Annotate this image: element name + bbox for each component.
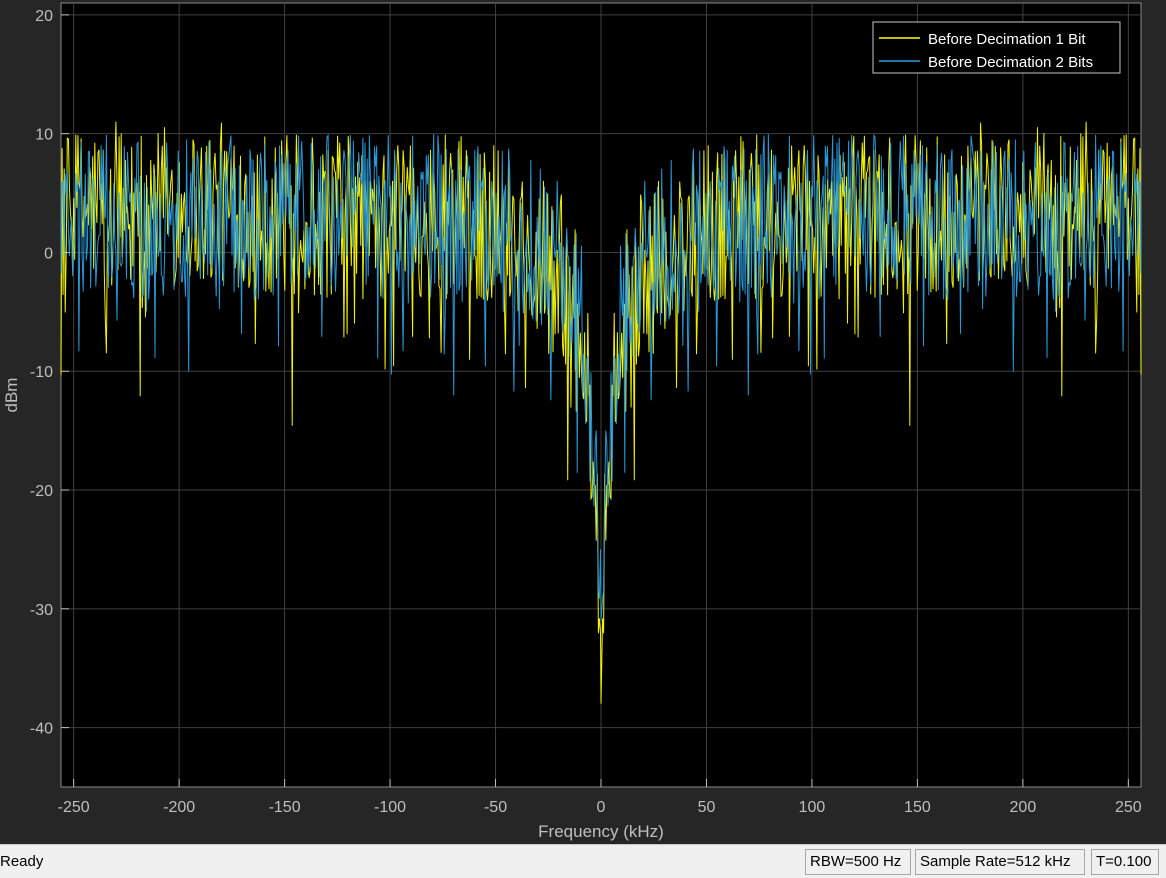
y-tick-label: -20 xyxy=(30,483,53,500)
legend-entry-2-bits: Before Decimation 2 Bits xyxy=(928,54,1093,71)
y-tick-label: -40 xyxy=(30,721,53,738)
x-tick-label: -150 xyxy=(269,799,301,816)
series-layer xyxy=(60,121,1142,704)
time-readout[interactable]: T=0.100 xyxy=(1091,849,1159,875)
x-tick-label: 100 xyxy=(799,799,826,816)
x-tick-label: 0 xyxy=(597,799,606,816)
legend-box xyxy=(872,21,1121,74)
y-tick-label: 10 xyxy=(35,127,53,144)
x-tick-label: 200 xyxy=(1010,799,1037,816)
x-axis-label: Frequency (kHz) xyxy=(538,822,664,841)
y-tick-label: 20 xyxy=(35,8,53,25)
legend-entry-1-bit: Before Decimation 1 Bit xyxy=(928,31,1086,48)
x-tick-label: 50 xyxy=(698,799,716,816)
x-tick-label: -50 xyxy=(484,799,507,816)
spectrum-chart: -250 -200 -150 -100 -50 0 50 100 150 200 250 -40-3… xyxy=(2,2,1142,841)
spectrum-plot-area: -250 -200 -150 -100 -50 0 50 100 150 200 250 -40 -3… xyxy=(2,2,1142,841)
y-tick-label: -30 xyxy=(30,602,53,619)
x-tick-labels: -250 -200 -150 -100 -50 0 50 100 150 200 250 xyxy=(58,799,1142,816)
rbw-readout[interactable]: RBW=500 Hz xyxy=(805,849,911,875)
x-tick-label: 150 xyxy=(904,799,931,816)
y-tick-label: -10 xyxy=(30,364,53,381)
status-bar: Ready RBW=500 Hz Sample Rate=512 kHz T=0… xyxy=(0,844,1166,878)
series-line-2-bits xyxy=(60,133,1142,621)
x-tick-label: -100 xyxy=(374,799,406,816)
y-axis-label: dBm xyxy=(2,378,21,413)
status-text: Ready xyxy=(0,853,44,870)
y-tick-label: 0 xyxy=(44,245,53,262)
sample-rate-readout[interactable]: Sample Rate=512 kHz xyxy=(915,849,1085,875)
x-tick-label: 250 xyxy=(1115,799,1142,816)
x-tick-label: -250 xyxy=(58,799,90,816)
x-tick-label: -200 xyxy=(163,799,195,816)
y-tick-labels: -40 -30 -20 -10 0 10 20 xyxy=(30,8,53,738)
legend[interactable]: Before Decimation 1 Bit Before Decimatio… xyxy=(872,21,1121,74)
